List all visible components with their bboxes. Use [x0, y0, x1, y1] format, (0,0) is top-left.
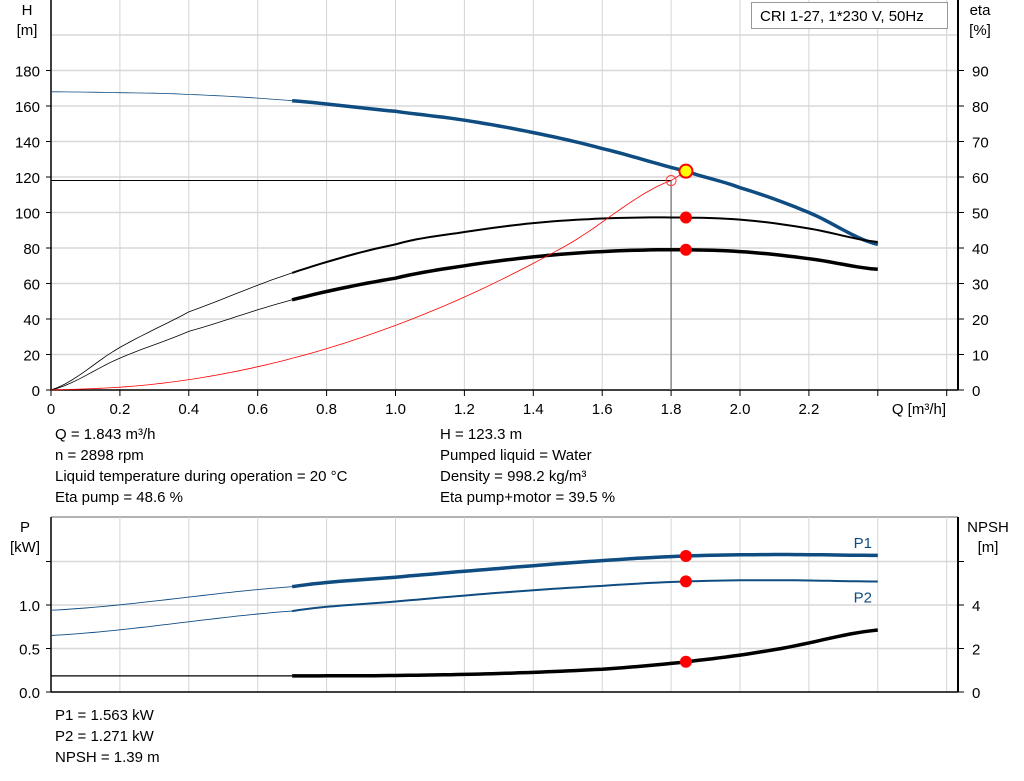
- y-tick-label-right: 80: [972, 99, 989, 116]
- p2-marker: [679, 575, 692, 588]
- info-top-right: H = 123.3 m Pumped liquid = Water Densit…: [440, 424, 615, 508]
- info-eta-pump-motor: Eta pump+motor = 39.5 %: [440, 489, 616, 506]
- eta-pump-motor-marker: [679, 243, 692, 256]
- x-tick-label: 1.0: [385, 401, 406, 418]
- y-tick-label-left: 40: [23, 312, 40, 329]
- y-tick-label-left: 100: [15, 206, 40, 223]
- series-eta_pump_motor-extrapolated: [50, 299, 293, 391]
- series-label-P2: P2: [854, 590, 872, 607]
- eta-pump-marker: [679, 211, 692, 224]
- y-axis-unit-right: [m]: [978, 539, 999, 556]
- series-label-P1: P1: [854, 535, 872, 552]
- x-tick-label: 0.8: [316, 401, 337, 418]
- y-tick-label-left: 120: [15, 170, 40, 187]
- x-tick-label: 2.2: [798, 401, 819, 418]
- info-q: Q = 1.843 m³/h: [55, 426, 156, 443]
- y-tick-label-left: 0: [32, 383, 40, 400]
- x-tick-label: 0.4: [178, 401, 199, 418]
- y-axis-label-right: NPSH: [967, 519, 1009, 536]
- info-h: H = 123.3 m: [440, 426, 523, 443]
- y-tick-label-left: 0.0: [19, 685, 40, 702]
- plot-area-top: [51, 0, 958, 390]
- y-tick-label-left: 140: [15, 135, 40, 152]
- y-tick-label-right: 90: [972, 64, 989, 81]
- y-tick-label-left: 20: [23, 348, 40, 365]
- y-tick-label-left: 160: [15, 99, 40, 116]
- y-tick-label-right: 0: [972, 383, 980, 400]
- series-P1-extrapolated: [50, 586, 293, 611]
- x-tick-label: 1.8: [661, 401, 682, 418]
- y-tick-label-right: 30: [972, 277, 989, 294]
- series-P1: [291, 552, 878, 589]
- y-tick-label-left: 1.0: [19, 598, 40, 615]
- y-axis-label-left: H: [22, 2, 33, 19]
- series-system-curve: [50, 180, 672, 391]
- y-tick-label-right: 40: [972, 241, 989, 258]
- y-tick-label-left: 60: [23, 277, 40, 294]
- y-tick-label-right: 10: [972, 348, 989, 365]
- chart-title-box: CRI 1-27, 1*230 V, 50Hz: [751, 2, 948, 29]
- series-eta_pump-extrapolated: [50, 272, 293, 391]
- y-axis-label-left: P: [20, 519, 30, 536]
- x-tick-label: 1.4: [523, 401, 544, 418]
- x-tick-label: 2.0: [730, 401, 751, 418]
- info-speed: n = 2898 rpm: [55, 447, 144, 464]
- y-tick-label-right: 20: [972, 312, 989, 329]
- x-tick-label: 0.6: [247, 401, 268, 418]
- info-eta-pump: Eta pump = 48.6 %: [55, 489, 183, 506]
- system-point-marker: [665, 175, 677, 187]
- y-tick-label-right: 60: [972, 170, 989, 187]
- y-tick-label-right: 70: [972, 135, 989, 152]
- y-axis-label-right: eta: [970, 2, 992, 19]
- y-axis-unit-left: [kW]: [10, 539, 40, 556]
- series-P2: [291, 579, 878, 613]
- npsh-marker: [679, 655, 692, 668]
- series-H: [291, 98, 879, 247]
- series-eta_pump_motor: [291, 248, 878, 302]
- y-tick-label-left: 0.5: [19, 642, 40, 659]
- x-axis-label: Q [m³/h]: [892, 401, 946, 418]
- x-tick-label: 1.2: [454, 401, 475, 418]
- info-density: Density = 998.2 kg/m³: [440, 468, 587, 485]
- y-tick-label-right: 50: [972, 206, 989, 223]
- y-tick-label-left: 180: [15, 64, 40, 81]
- y-tick-label-right: 0: [972, 685, 980, 702]
- x-tick-label: 1.6: [592, 401, 613, 418]
- info-liquid: Pumped liquid = Water: [440, 447, 592, 464]
- chart-title: CRI 1-27, 1*230 V, 50Hz: [760, 8, 924, 25]
- y-tick-label-right: 4: [972, 598, 980, 615]
- series-H-extrapolated: [51, 91, 293, 102]
- info-npsh: NPSH = 1.39 m: [55, 749, 160, 766]
- duty-point-marker: [678, 163, 694, 179]
- info-p2: P2 = 1.271 kW: [55, 728, 154, 745]
- series-NPSH: [292, 628, 879, 678]
- p1-marker: [679, 550, 692, 563]
- y-tick-label-left: 80: [23, 241, 40, 258]
- series-eta_pump: [291, 216, 878, 274]
- info-top-left: Q = 1.843 m³/h n = 2898 rpm Liquid tempe…: [55, 424, 347, 508]
- info-p1: P1 = 1.563 kW: [55, 707, 154, 724]
- y-tick-label-right: 2: [972, 642, 980, 659]
- info-temperature: Liquid temperature during operation = 20…: [55, 468, 348, 485]
- series-P2-extrapolated: [50, 610, 293, 636]
- x-tick-label: 0: [47, 401, 55, 418]
- info-bottom: P1 = 1.563 kW P2 = 1.271 kW NPSH = 1.39 …: [55, 705, 160, 768]
- x-tick-label: 0.2: [109, 401, 130, 418]
- y-axis-unit-left: [m]: [17, 22, 38, 39]
- y-axis-unit-right: [%]: [969, 22, 991, 39]
